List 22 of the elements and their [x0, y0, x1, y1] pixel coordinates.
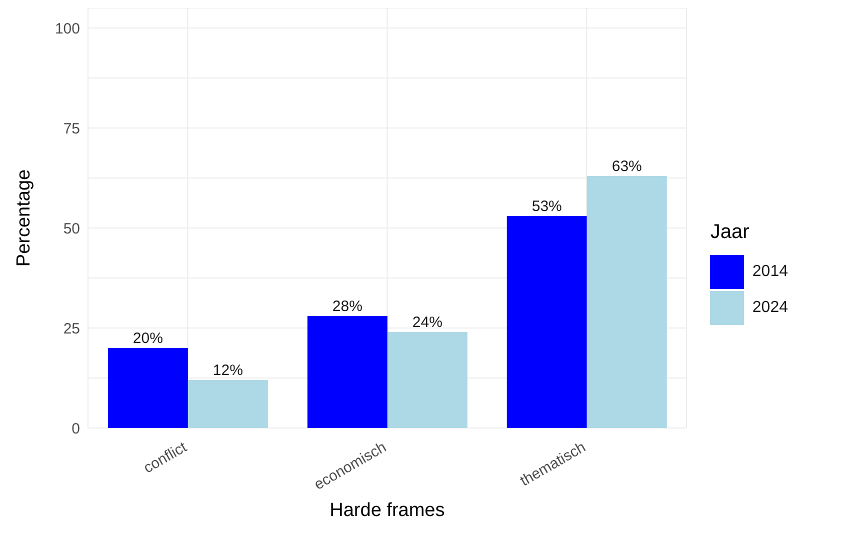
bar [188, 380, 268, 428]
data-label: 24% [412, 314, 442, 331]
bar [586, 176, 667, 428]
y-tick-label: 50 [63, 220, 80, 238]
bar [387, 332, 468, 428]
legend-label: 2024 [752, 298, 788, 316]
y-tick-label: 0 [72, 420, 80, 438]
data-label: 20% [132, 330, 163, 347]
data-label: 12% [212, 362, 243, 379]
y-axis-title: Percentage [14, 169, 35, 267]
bar [108, 348, 188, 428]
bar [307, 316, 388, 428]
y-tick-label: 100 [54, 20, 80, 38]
y-tick-label: 75 [63, 120, 80, 138]
bar [506, 216, 587, 428]
x-axis-title: Harde frames [330, 500, 445, 521]
data-label: 53% [532, 198, 562, 215]
data-label: 28% [332, 298, 362, 315]
y-tick-label: 25 [63, 320, 80, 338]
legend-title: Jaar [710, 220, 750, 244]
data-label: 63% [612, 158, 642, 175]
legend-label: 2014 [752, 262, 788, 280]
